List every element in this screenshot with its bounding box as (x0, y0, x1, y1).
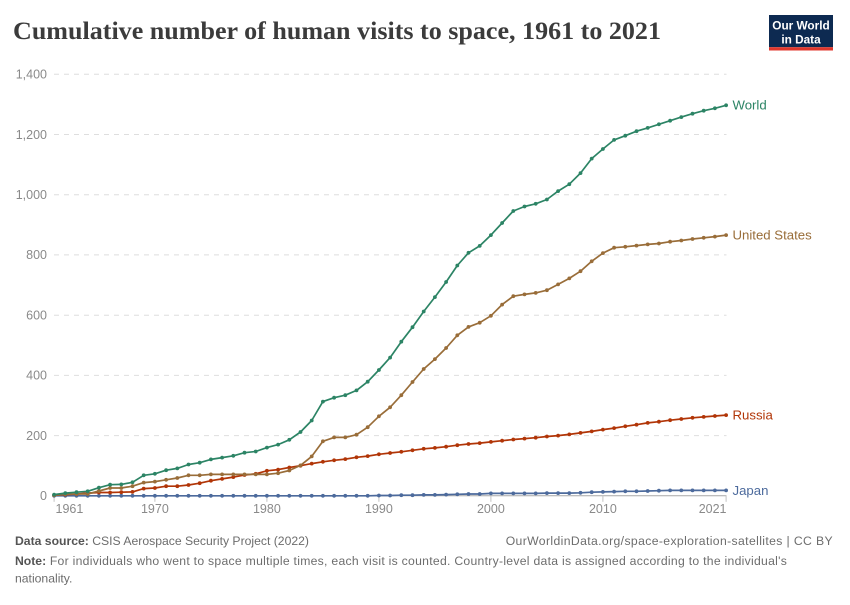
svg-text:Russia: Russia (733, 408, 774, 423)
svg-text:Our World: Our World (772, 19, 829, 33)
svg-text:600: 600 (26, 309, 47, 323)
svg-text:Cumulative number of human vis: Cumulative number of human visits to spa… (13, 16, 661, 45)
svg-text:400: 400 (26, 369, 47, 383)
svg-text:Note: For individuals who went: Note: For individuals who went to space … (15, 554, 787, 568)
svg-text:Japan: Japan (733, 483, 769, 498)
svg-text:1,200: 1,200 (16, 128, 47, 142)
svg-text:in Data: in Data (781, 33, 821, 47)
svg-text:1980: 1980 (253, 502, 281, 516)
svg-text:Data source: CSIS Aerospace Se: Data source: CSIS Aerospace Security Pro… (15, 534, 309, 548)
svg-text:1,000: 1,000 (16, 188, 47, 202)
svg-text:2021: 2021 (699, 502, 727, 516)
svg-text:200: 200 (26, 429, 47, 443)
svg-text:United States: United States (733, 228, 813, 243)
svg-text:1970: 1970 (141, 502, 169, 516)
svg-text:2010: 2010 (589, 502, 617, 516)
svg-text:nationality.: nationality. (15, 572, 72, 586)
svg-text:800: 800 (26, 248, 47, 262)
svg-text:1990: 1990 (365, 502, 393, 516)
svg-text:OurWorldinData.org/space-explo: OurWorldinData.org/space-exploration-sat… (506, 534, 833, 548)
svg-text:0: 0 (40, 489, 47, 503)
svg-text:World: World (733, 98, 767, 113)
svg-text:1,400: 1,400 (16, 68, 47, 82)
svg-text:1961: 1961 (56, 502, 84, 516)
svg-text:2000: 2000 (477, 502, 505, 516)
